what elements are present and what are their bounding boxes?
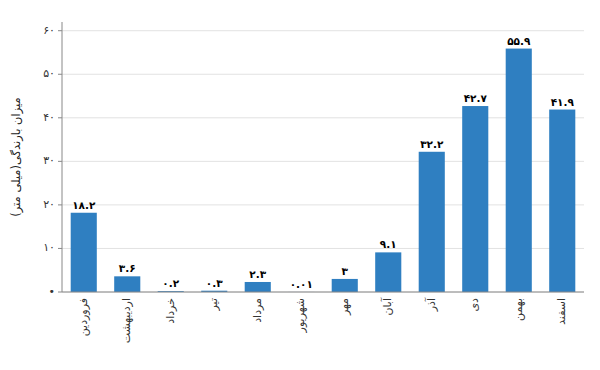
- x-ticks: فروردین اردیبهشت خرداد تیر مرداد شهریور مهر آبا…: [77, 297, 569, 343]
- tick-mark: [58, 292, 62, 293]
- data-label: ۳: [342, 265, 349, 277]
- chart: • ۱۰ ۲۰ ۳۰ ۴۰ ۵۰ ۶۰ ۱۸.۲ ۳.۶ ۰.۲ ۰.۳ ۲.۳ ۰.۰۱ ۳ ۹.۱ ۳۲.…: [0, 0, 600, 370]
- category-label: آذر: [424, 297, 438, 312]
- grid-line: [62, 292, 584, 293]
- category-label: مرداد: [251, 298, 264, 323]
- grid: [62, 31, 584, 292]
- bar: [375, 252, 401, 292]
- bar: [506, 49, 532, 292]
- x-axis-line: [62, 292, 584, 293]
- category-label: خرداد: [164, 298, 177, 324]
- data-label: ۰.۲: [162, 277, 179, 289]
- data-label: ۵۵.۹: [507, 35, 531, 47]
- data-label: ۱۸.۲: [72, 199, 96, 211]
- data-label: ۳.۶: [119, 262, 136, 274]
- grid-line: [62, 30, 584, 31]
- tick-mark: [58, 161, 62, 162]
- bar: [332, 279, 358, 292]
- data-label: ۰.۳: [206, 277, 223, 289]
- chart-container: • ۱۰ ۲۰ ۳۰ ۴۰ ۵۰ ۶۰ ۱۸.۲ ۳.۶ ۰.۲ ۰.۳ ۲.۳ ۰.۰۱ ۳ ۹.۱ ۳۲.…: [0, 0, 600, 370]
- category-label: اسفند: [555, 298, 568, 325]
- category-label: دی: [468, 298, 481, 312]
- tick-mark: [58, 204, 62, 205]
- bar: [462, 106, 488, 292]
- tick-label: ۴۰: [43, 111, 55, 124]
- data-label: ۰.۰۱: [290, 278, 313, 290]
- bar: [549, 110, 575, 292]
- category-label: آبان: [380, 297, 394, 315]
- tick-mark: [58, 248, 62, 249]
- tick-label: ۳۰: [43, 154, 55, 167]
- category-label: اردیبهشت: [120, 298, 133, 343]
- data-label: ۹.۱: [380, 238, 397, 250]
- category-label: بهمن: [512, 298, 525, 321]
- category-label: فروردین: [77, 298, 90, 336]
- data-label: ۴۱.۹: [551, 96, 575, 108]
- y-axis-label: میزان بارندگی(میلی متر): [9, 97, 24, 216]
- tick-mark: [58, 30, 62, 31]
- data-label: ۲.۳: [249, 268, 266, 280]
- bar: [114, 276, 140, 292]
- data-label: ۳۲.۲: [420, 138, 444, 150]
- tick-label: ۲۰: [43, 198, 55, 211]
- category-label: مهر: [338, 298, 351, 316]
- tick-mark: [58, 74, 62, 75]
- tick-label: ۱۰: [43, 241, 55, 254]
- y-ticks: • ۱۰ ۲۰ ۳۰ ۴۰ ۵۰ ۶۰: [43, 24, 62, 298]
- y-axis-line: [62, 22, 63, 292]
- data-labels: ۱۸.۲ ۳.۶ ۰.۲ ۰.۳ ۲.۳ ۰.۰۱ ۳ ۹.۱ ۳۲.۲ ۴۲.۷ ۵۵.۹ ۴۱.۹: [72, 35, 574, 290]
- tick-mark: [58, 117, 62, 118]
- bar: [419, 152, 445, 292]
- bars: [71, 49, 576, 292]
- bar: [245, 282, 271, 292]
- category-label: تیر: [207, 298, 220, 311]
- data-label: ۴۲.۷: [464, 92, 488, 104]
- tick-label: ۶۰: [43, 24, 55, 37]
- category-label: شهریور: [294, 298, 307, 333]
- bar: [71, 213, 97, 292]
- tick-label: ۵۰: [43, 67, 55, 80]
- tick-label: •: [49, 285, 56, 298]
